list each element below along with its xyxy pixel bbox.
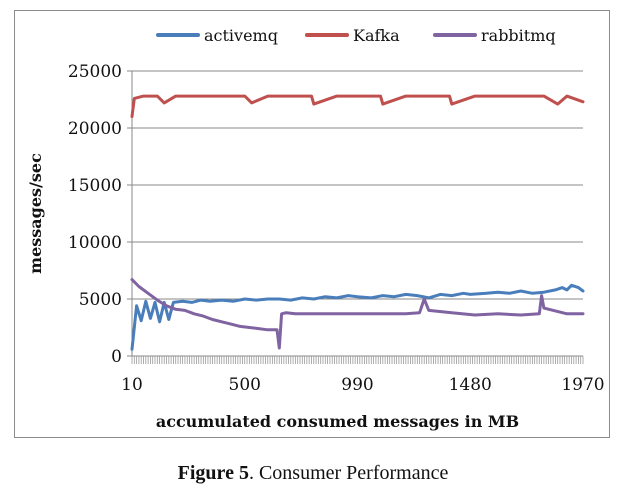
series-line-rabbitmq — [130, 278, 585, 350]
series-lines — [130, 94, 585, 351]
legend: activemq Kafka rabbitmq — [156, 26, 556, 45]
x-tick-label: 1480 — [449, 375, 492, 395]
caption-text: . Consumer Performance — [248, 462, 449, 484]
y-tick-label: 5000 — [79, 290, 122, 310]
y-tick-label: 25000 — [68, 62, 122, 82]
x-tick-label: 1970 — [561, 375, 604, 395]
x-tick-label: 500 — [229, 375, 261, 395]
x-tick-label: 10 — [121, 375, 143, 395]
axis-ticks: 0 5000 10000 15000 20000 25000 10 500 990 1480 197… — [68, 62, 605, 395]
figure-frame: 0 5000 10000 15000 20000 25000 10 500 990 1480 197… — [14, 10, 610, 438]
y-tick-label: 15000 — [68, 176, 122, 196]
y-tick-label: 0 — [111, 347, 122, 367]
line-chart: 0 5000 10000 15000 20000 25000 10 500 990 1480 197… — [26, 26, 605, 431]
series-line-kafka — [130, 94, 585, 119]
figure-number: Figure 5 — [177, 462, 249, 484]
x-tick-label: 990 — [341, 375, 373, 395]
legend-label-kafka: Kafka — [353, 26, 400, 45]
figure-caption: Figure 5. Consumer Performance — [0, 462, 626, 485]
y-tick-label: 10000 — [68, 233, 122, 253]
y-tick-label: 20000 — [68, 119, 122, 139]
gridlines — [131, 70, 583, 357]
y-axis-title: messages/sec — [26, 153, 45, 274]
legend-label-activemq: activemq — [204, 26, 278, 45]
series-line-activemq — [130, 283, 585, 351]
legend-label-rabbitmq: rabbitmq — [481, 26, 556, 45]
x-axis-title: accumulated consumed messages in MB — [156, 412, 519, 431]
